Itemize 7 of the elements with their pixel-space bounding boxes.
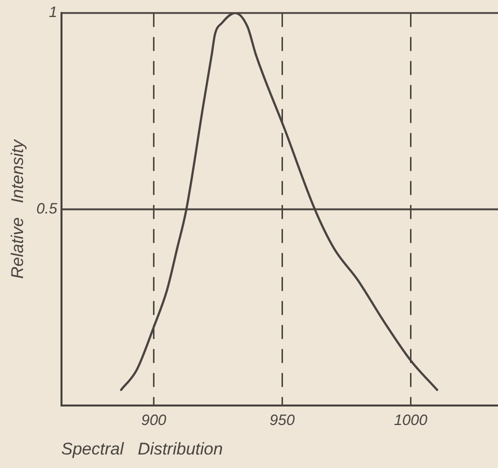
x-tick-label: 950: [270, 412, 296, 429]
x-tick-label: 900: [141, 412, 167, 429]
x-axis-title: Spectral Distribution: [61, 440, 223, 459]
x-tick-label: 1000: [394, 412, 428, 429]
y-tick-label: 0.5: [36, 200, 58, 218]
y-axis-title: Relative Intensity: [8, 138, 27, 279]
y-tick-label: 1: [48, 4, 58, 22]
